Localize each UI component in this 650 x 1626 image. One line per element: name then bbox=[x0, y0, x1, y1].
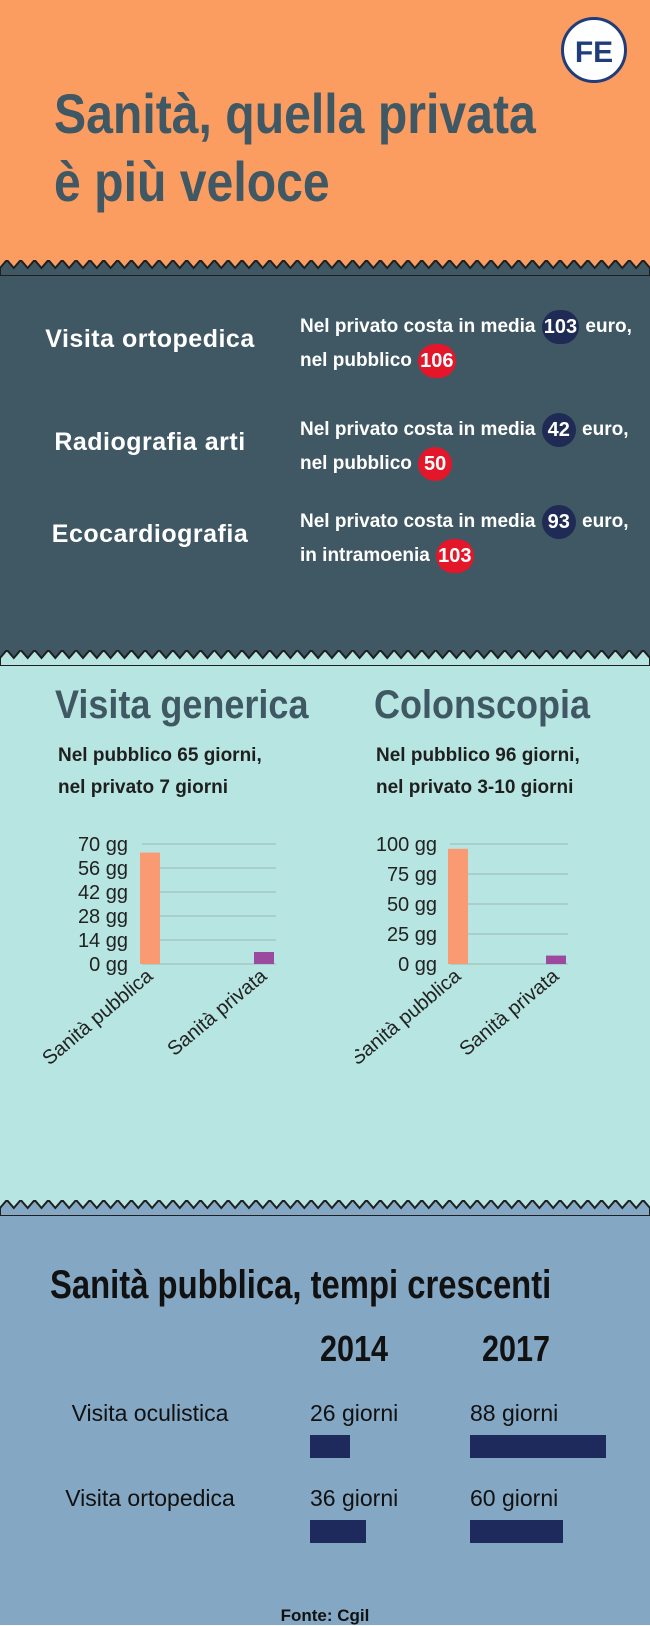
value-2014-oculistica: 26 giorni bbox=[310, 1400, 399, 1426]
header-section: FE Sanità, quella privata è più veloce bbox=[0, 0, 650, 268]
zigzag-divider bbox=[0, 650, 650, 666]
bar-2014-oculistica bbox=[310, 1435, 351, 1458]
y-tick-label: 28 gg bbox=[78, 906, 128, 928]
title-line-1: Sanità, quella privata bbox=[54, 82, 536, 145]
y-tick-label: 100 gg bbox=[376, 834, 437, 856]
public-cost-badge: 50 bbox=[418, 447, 453, 482]
visita-oculistica-label: Visita oculistica bbox=[71, 1400, 229, 1426]
cost-row-text: Nel privato costa in media 42 euro, nel … bbox=[300, 413, 640, 482]
y-tick-label: 50 gg bbox=[387, 894, 437, 916]
public-cost-badge: 103 bbox=[436, 539, 474, 574]
bar bbox=[140, 852, 160, 964]
x-tick-label: Sanità privata bbox=[455, 964, 563, 1060]
y-tick-label: 0 gg bbox=[398, 954, 437, 976]
logo-icon: FE bbox=[561, 17, 627, 83]
y-tick-label: 0 gg bbox=[89, 954, 128, 976]
costs-section: Visita ortopedica Nel privato costa in m… bbox=[0, 260, 650, 658]
visita-ortopedica-label: Visita ortopedica bbox=[65, 1485, 235, 1511]
private-cost-badge: 42 bbox=[541, 413, 576, 447]
bar-2017-oculistica bbox=[470, 1435, 606, 1458]
source-note: Fonte: Cgil bbox=[280, 1606, 370, 1625]
year-2014-header: 2014 bbox=[320, 1328, 389, 1369]
x-tick-label: Sanità pubblica bbox=[355, 964, 466, 1069]
x-tick-label: Sanità privata bbox=[163, 964, 271, 1060]
page-title: Sanità, quella privata è più veloce bbox=[54, 80, 536, 216]
y-tick-label: 70 gg bbox=[78, 834, 128, 856]
y-tick-label: 42 gg bbox=[78, 882, 128, 904]
times-title: Sanità pubblica, tempi crescenti bbox=[50, 1263, 552, 1307]
value-2017-oculistica: 88 giorni bbox=[470, 1400, 559, 1426]
visita-generica-title: Visita generica bbox=[55, 683, 309, 727]
cost-row-text: Nel privato costa in media 93 euro, in i… bbox=[300, 505, 640, 574]
y-tick-label: 14 gg bbox=[78, 930, 128, 952]
public-times-section: Sanità pubblica, tempi crescenti 2014 20… bbox=[0, 1200, 650, 1625]
cost-row-label: Visita ortopedica bbox=[45, 325, 255, 353]
zigzag-divider bbox=[0, 260, 650, 276]
value-2017-ortopedica: 60 giorni bbox=[470, 1485, 559, 1511]
cost-row-label: Radiografia arti bbox=[54, 428, 246, 456]
year-2017-header: 2017 bbox=[482, 1328, 551, 1369]
y-tick-label: 75 gg bbox=[387, 864, 437, 886]
y-tick-label: 56 gg bbox=[78, 858, 128, 880]
zigzag-divider bbox=[0, 1200, 650, 1216]
colonscopia-chart: 0 gg 25 gg 50 gg 75 gg 100 gg Sanità pubblica… bbox=[355, 834, 568, 1070]
cost-row-text: Nel privato costa in media 103 euro, nel… bbox=[300, 310, 640, 379]
bar-2017-ortopedica bbox=[470, 1520, 563, 1543]
private-cost-badge: 93 bbox=[541, 505, 576, 539]
value-2014-ortopedica: 36 giorni bbox=[310, 1485, 399, 1511]
private-cost-badge: 103 bbox=[541, 310, 580, 344]
bar bbox=[546, 955, 566, 964]
y-tick-label: 25 gg bbox=[387, 924, 437, 946]
cost-row-label: Ecocardiografia bbox=[51, 520, 249, 548]
bar bbox=[254, 952, 274, 964]
colonscopia-subtitle: Nel pubblico 96 giorni, nel privato 3-10… bbox=[376, 745, 580, 798]
colonscopia-title: Colonscopia bbox=[374, 683, 591, 727]
bar bbox=[448, 848, 468, 964]
bar-2014-ortopedica bbox=[310, 1520, 366, 1543]
visita-generica-subtitle: Nel pubblico 65 giorni, nel privato 7 gi… bbox=[58, 745, 262, 798]
public-cost-badge: 106 bbox=[418, 344, 456, 379]
title-line-2: è più veloce bbox=[54, 150, 330, 213]
logo-text: FE bbox=[575, 36, 613, 69]
wait-times-section: Visita generica Nel pubblico 65 giorni, … bbox=[0, 650, 650, 1208]
x-tick-label: Sanità pubblica bbox=[40, 964, 158, 1069]
